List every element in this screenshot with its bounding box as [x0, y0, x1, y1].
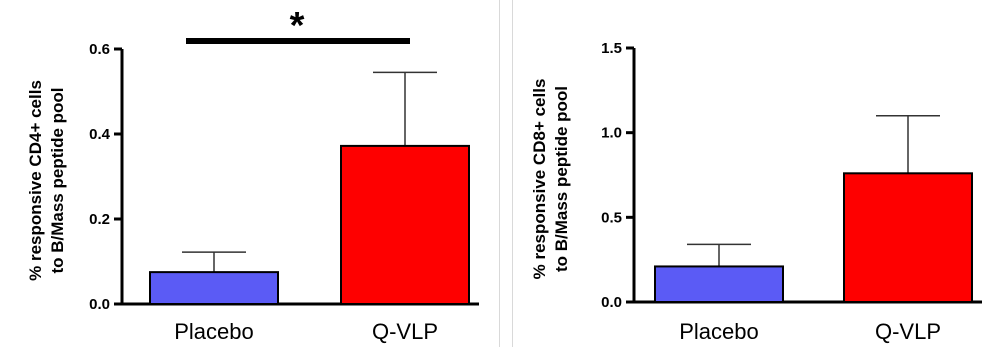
y-tick-label: 1.5: [601, 40, 622, 57]
cd4-chart-panel: 0.0 0.2 0.4 0.6 % responsive CD4+ cells to B/…: [26, 0, 500, 347]
y-tick-label: 0.6: [89, 41, 110, 58]
y-tick-label: 0.0: [601, 294, 622, 311]
y-tick-label: 0.5: [601, 209, 622, 226]
y-tick-label: 0.0: [89, 296, 110, 313]
y-axis-label: % responsive CD8+ cells: [530, 79, 549, 280]
y-axis-label: to B/Mass peptide pool: [552, 86, 571, 272]
cd8-chart-panel: 0.0 0.5 1.0 1.5 % responsive CD8+ cells to B/…: [512, 0, 1000, 347]
y-axis-label: % responsive CD4+ cells: [26, 80, 45, 281]
bar-placebo: [654, 265, 784, 304]
significance-star: *: [290, 5, 305, 47]
x-tick-label: Q-VLP: [875, 319, 941, 344]
y-tick-label: 0.4: [89, 126, 111, 143]
y-tick-label: 0.2: [89, 211, 110, 228]
x-tick-label: Placebo: [679, 319, 759, 344]
y-tick-label: 1.0: [601, 125, 622, 142]
x-tick-label: Placebo: [174, 319, 254, 344]
y-axis-label: to B/Mass peptide pool: [48, 87, 67, 273]
bar-placebo: [149, 271, 279, 305]
cd4-bar-chart: 0.0 0.2 0.4 0.6 % responsive CD4+ cells to B/…: [26, 5, 479, 344]
cd8-bar-chart: 0.0 0.5 1.0 1.5 % responsive CD8+ cells to B/…: [530, 40, 982, 344]
x-tick-label: Q-VLP: [372, 319, 438, 344]
bar-q-vlp: [340, 144, 470, 305]
bar-q-vlp: [843, 172, 973, 303]
panel-gap: [500, 0, 512, 347]
